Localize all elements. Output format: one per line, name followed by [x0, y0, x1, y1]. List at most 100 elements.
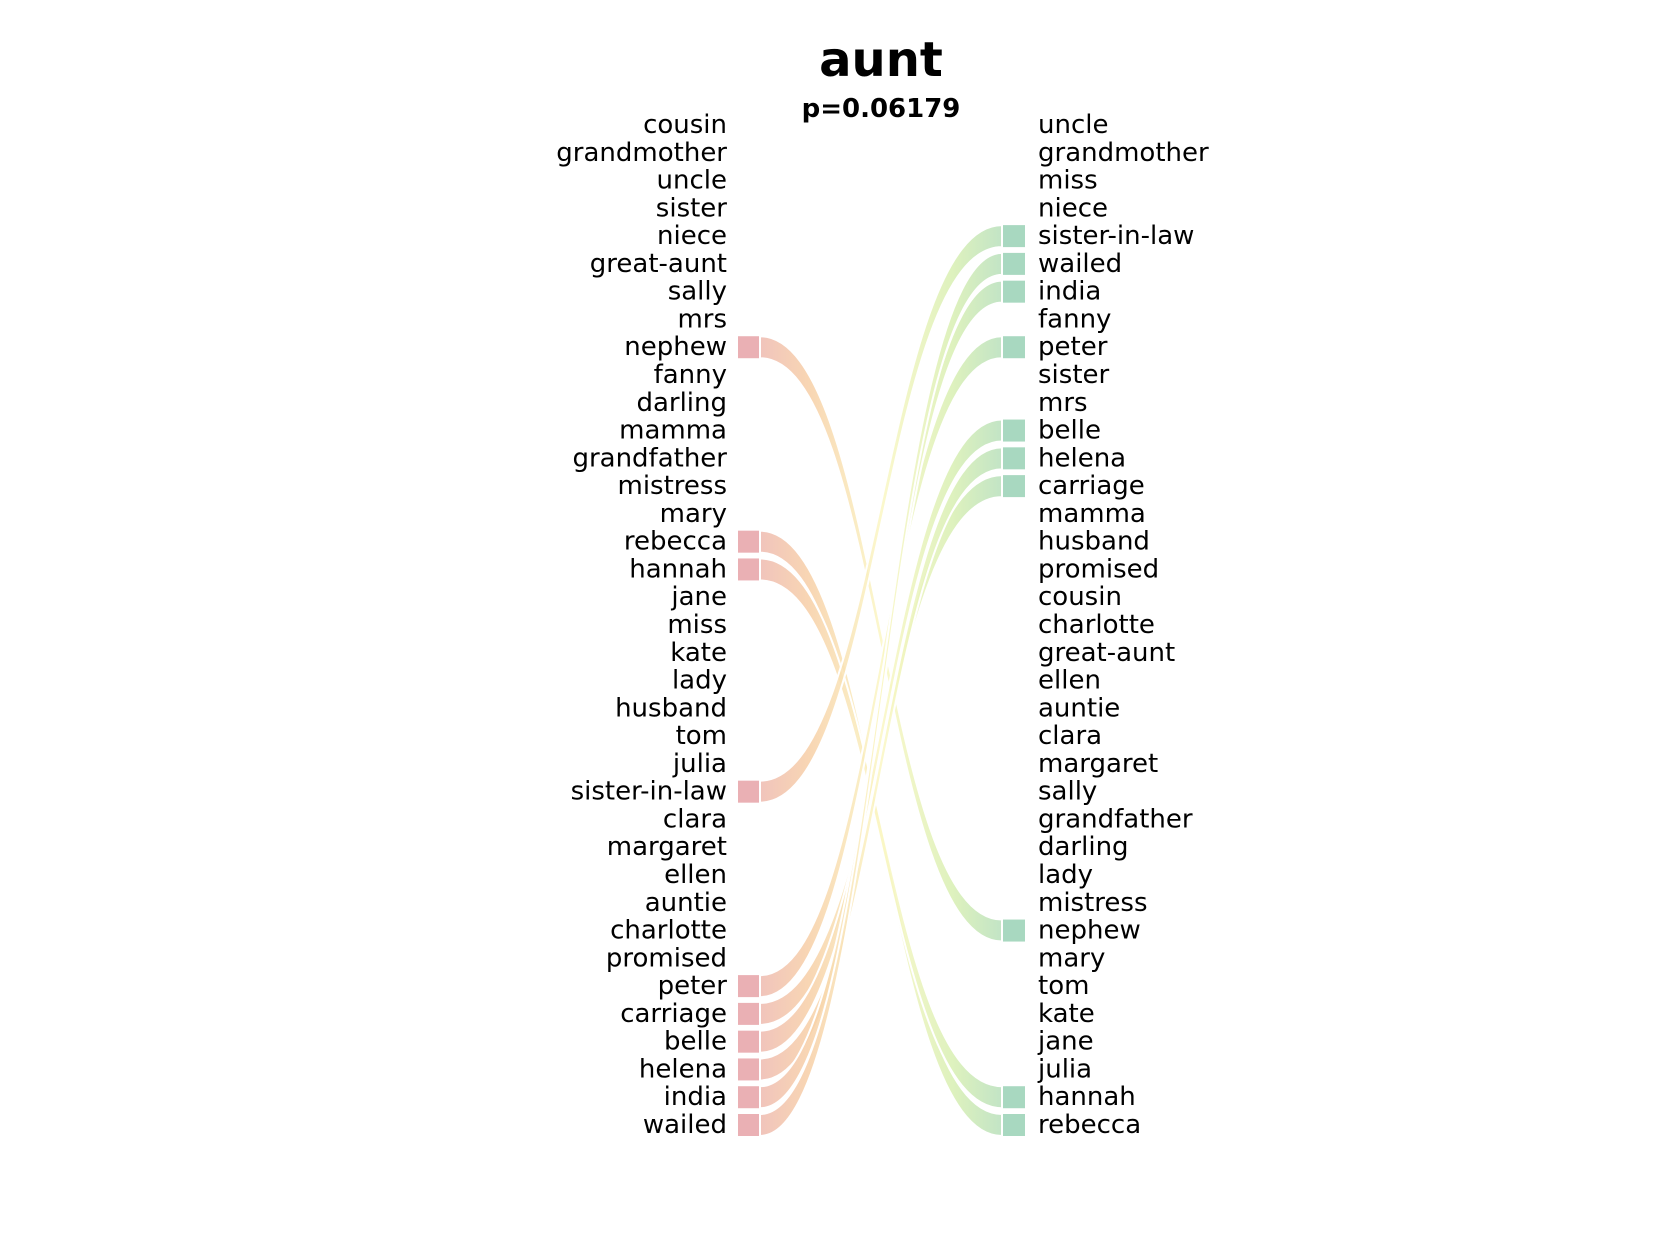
right-label-sister-in-law: sister-in-law: [1038, 221, 1194, 251]
right-label-mary: mary: [1038, 943, 1105, 973]
left-label-julia: julia: [672, 749, 727, 779]
right-label-carriage: carriage: [1038, 471, 1145, 501]
left-label-grandfather: grandfather: [572, 443, 727, 473]
left-label-darling: darling: [636, 388, 727, 418]
right-label-grandfather: grandfather: [1038, 804, 1193, 834]
right-label-cousin: cousin: [1038, 582, 1122, 612]
right-label-auntie: auntie: [1038, 693, 1120, 723]
left-label-tom: tom: [676, 721, 727, 751]
right-label-nephew: nephew: [1038, 916, 1141, 946]
left-label-fanny: fanny: [654, 360, 727, 390]
flows: [738, 224, 1025, 1138]
right-label-hannah: hannah: [1038, 1082, 1136, 1112]
left-label-helena: helena: [639, 1054, 727, 1084]
left-band-carriage: [738, 1002, 760, 1025]
right-label-mrs: mrs: [1038, 388, 1088, 418]
left-band-sister-in-law: [738, 780, 760, 803]
flow-peter: [759, 335, 1003, 999]
right-label-sister: sister: [1038, 360, 1110, 390]
right-labels: unclegrandmothermissniecesister-in-lawwa…: [1037, 110, 1209, 1140]
left-label-mary: mary: [660, 499, 727, 529]
right-label-ellen: ellen: [1038, 666, 1101, 696]
left-label-clara: clara: [663, 804, 727, 834]
left-band-peter: [738, 975, 760, 998]
right-label-peter: peter: [1038, 332, 1108, 362]
left-label-charlotte: charlotte: [610, 916, 727, 946]
left-label-sally: sally: [668, 277, 727, 307]
left-label-cousin: cousin: [643, 110, 727, 140]
right-band-belle: [1002, 419, 1025, 442]
right-label-fanny: fanny: [1038, 304, 1111, 334]
right-label-julia: julia: [1037, 1054, 1092, 1084]
left-label-auntie: auntie: [645, 888, 727, 918]
left-label-mamma: mamma: [619, 416, 727, 446]
left-label-promised: promised: [606, 943, 727, 973]
chart-subtitle: p=0.06179: [802, 94, 961, 124]
left-label-sister-in-law: sister-in-law: [571, 777, 727, 807]
right-band-india: [1002, 280, 1025, 303]
flow-nephew: [759, 335, 1003, 943]
left-label-jane: jane: [670, 582, 727, 612]
flow-hannah: [759, 557, 1003, 1110]
right-label-clara: clara: [1038, 721, 1102, 751]
left-label-niece: niece: [657, 221, 727, 251]
left-band-india: [738, 1086, 760, 1109]
left-label-husband: husband: [615, 693, 727, 723]
left-label-mrs: mrs: [677, 304, 727, 334]
right-label-mistress: mistress: [1038, 888, 1148, 918]
left-label-grandmother: grandmother: [556, 138, 727, 168]
right-label-kate: kate: [1038, 999, 1095, 1029]
right-band-nephew: [1002, 919, 1025, 942]
right-label-darling: darling: [1038, 832, 1129, 862]
right-band-sister-in-law: [1002, 225, 1025, 248]
right-band-carriage: [1002, 475, 1025, 498]
right-label-helena: helena: [1038, 443, 1126, 473]
left-band-rebecca: [738, 530, 760, 553]
right-band-helena: [1002, 447, 1025, 470]
right-label-mamma: mamma: [1038, 499, 1146, 529]
left-band-belle: [738, 1030, 760, 1053]
chart-title: aunt: [819, 32, 943, 88]
left-label-peter: peter: [658, 971, 728, 1001]
left-band-hannah: [738, 558, 760, 581]
right-label-tom: tom: [1038, 971, 1089, 1001]
left-label-nephew: nephew: [624, 332, 727, 362]
left-label-kate: kate: [670, 638, 727, 668]
left-band-helena: [738, 1058, 760, 1081]
left-label-uncle: uncle: [657, 166, 727, 196]
left-label-wailed: wailed: [643, 1110, 727, 1140]
right-label-great-aunt: great-aunt: [1038, 638, 1175, 668]
right-label-charlotte: charlotte: [1038, 610, 1155, 640]
right-band-wailed: [1002, 252, 1025, 275]
right-label-promised: promised: [1038, 554, 1159, 584]
left-label-mistress: mistress: [618, 471, 728, 501]
right-label-rebecca: rebecca: [1038, 1110, 1141, 1140]
left-label-india: india: [664, 1082, 727, 1112]
right-label-belle: belle: [1038, 416, 1101, 446]
right-band-hannah: [1002, 1086, 1025, 1109]
flow-sister-in-law: [759, 224, 1003, 804]
left-label-belle: belle: [664, 1027, 727, 1057]
left-labels: cousingrandmotherunclesisterniecegreat-a…: [556, 110, 727, 1140]
left-band-nephew: [738, 336, 760, 359]
right-label-miss: miss: [1038, 166, 1098, 196]
right-label-sally: sally: [1038, 777, 1097, 807]
right-label-margaret: margaret: [1038, 749, 1158, 779]
right-band-peter: [1002, 336, 1025, 359]
right-label-niece: niece: [1038, 193, 1108, 223]
left-band-wailed: [738, 1114, 760, 1136]
right-label-wailed: wailed: [1038, 249, 1122, 279]
left-label-lady: lady: [672, 666, 727, 696]
left-label-ellen: ellen: [664, 860, 727, 890]
left-label-carriage: carriage: [620, 999, 727, 1029]
right-label-husband: husband: [1038, 527, 1150, 557]
right-label-grandmother: grandmother: [1038, 138, 1209, 168]
flow-wailed: [759, 251, 1003, 1138]
right-label-india: india: [1038, 277, 1101, 307]
right-label-jane: jane: [1037, 1027, 1094, 1057]
right-band-rebecca: [1002, 1114, 1025, 1136]
left-label-rebecca: rebecca: [624, 527, 727, 557]
left-label-hannah: hannah: [629, 554, 727, 584]
left-label-margaret: margaret: [607, 832, 727, 862]
